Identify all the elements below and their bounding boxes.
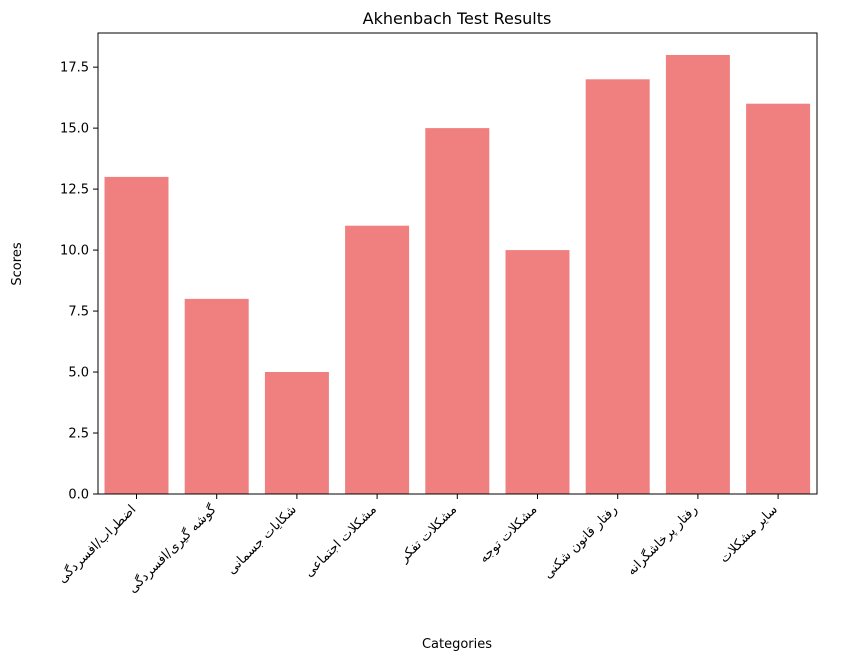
x-tick-label: رفتار قانون شکنی [541,502,621,582]
x-tick-label: مشکلات تفکر [396,502,460,566]
y-tick-label: 2.5 [68,427,89,442]
y-tick-label: 0.0 [68,488,89,503]
y-axis-label: Scores [10,242,25,285]
bar-9 [746,103,811,494]
bar-6 [505,250,570,494]
x-tick-label: شکایات جسمانی [224,502,299,577]
y-tick-label: 15.0 [60,122,89,137]
bar-3 [264,372,329,494]
y-axis-ticks: 0.0 2.5 5.0 7.5 10.0 12.5 15.0 17.5 [60,61,98,503]
bars-group [104,55,811,495]
x-tick-label: مشکلات اجتماعی [302,502,380,580]
x-tick-label: سایر مشکلات [717,502,781,566]
bar-7 [585,79,650,495]
bar-1 [104,176,169,494]
bar-8 [665,55,730,494]
bar-2 [184,298,249,494]
bar-4 [345,225,410,494]
y-tick-label: 12.5 [60,183,89,198]
y-tick-label: 10.0 [60,244,89,259]
x-tick-label: مشکلات توجه [477,502,541,566]
chart-title: Akhenbach Test Results [363,9,552,28]
x-tick-label: اضطراب/افسردگی [54,502,139,587]
y-tick-label: 7.5 [68,305,89,320]
plot-frame [97,32,818,495]
x-tick-label: گوشه گیری/افسردگی [125,501,220,596]
x-axis-label: Categories [422,637,492,652]
y-tick-label: 5.0 [68,366,89,381]
bar-5 [425,128,490,494]
x-tick-label: رفتار پرخاشگرانه [624,502,701,579]
y-tick-label: 17.5 [60,61,89,76]
